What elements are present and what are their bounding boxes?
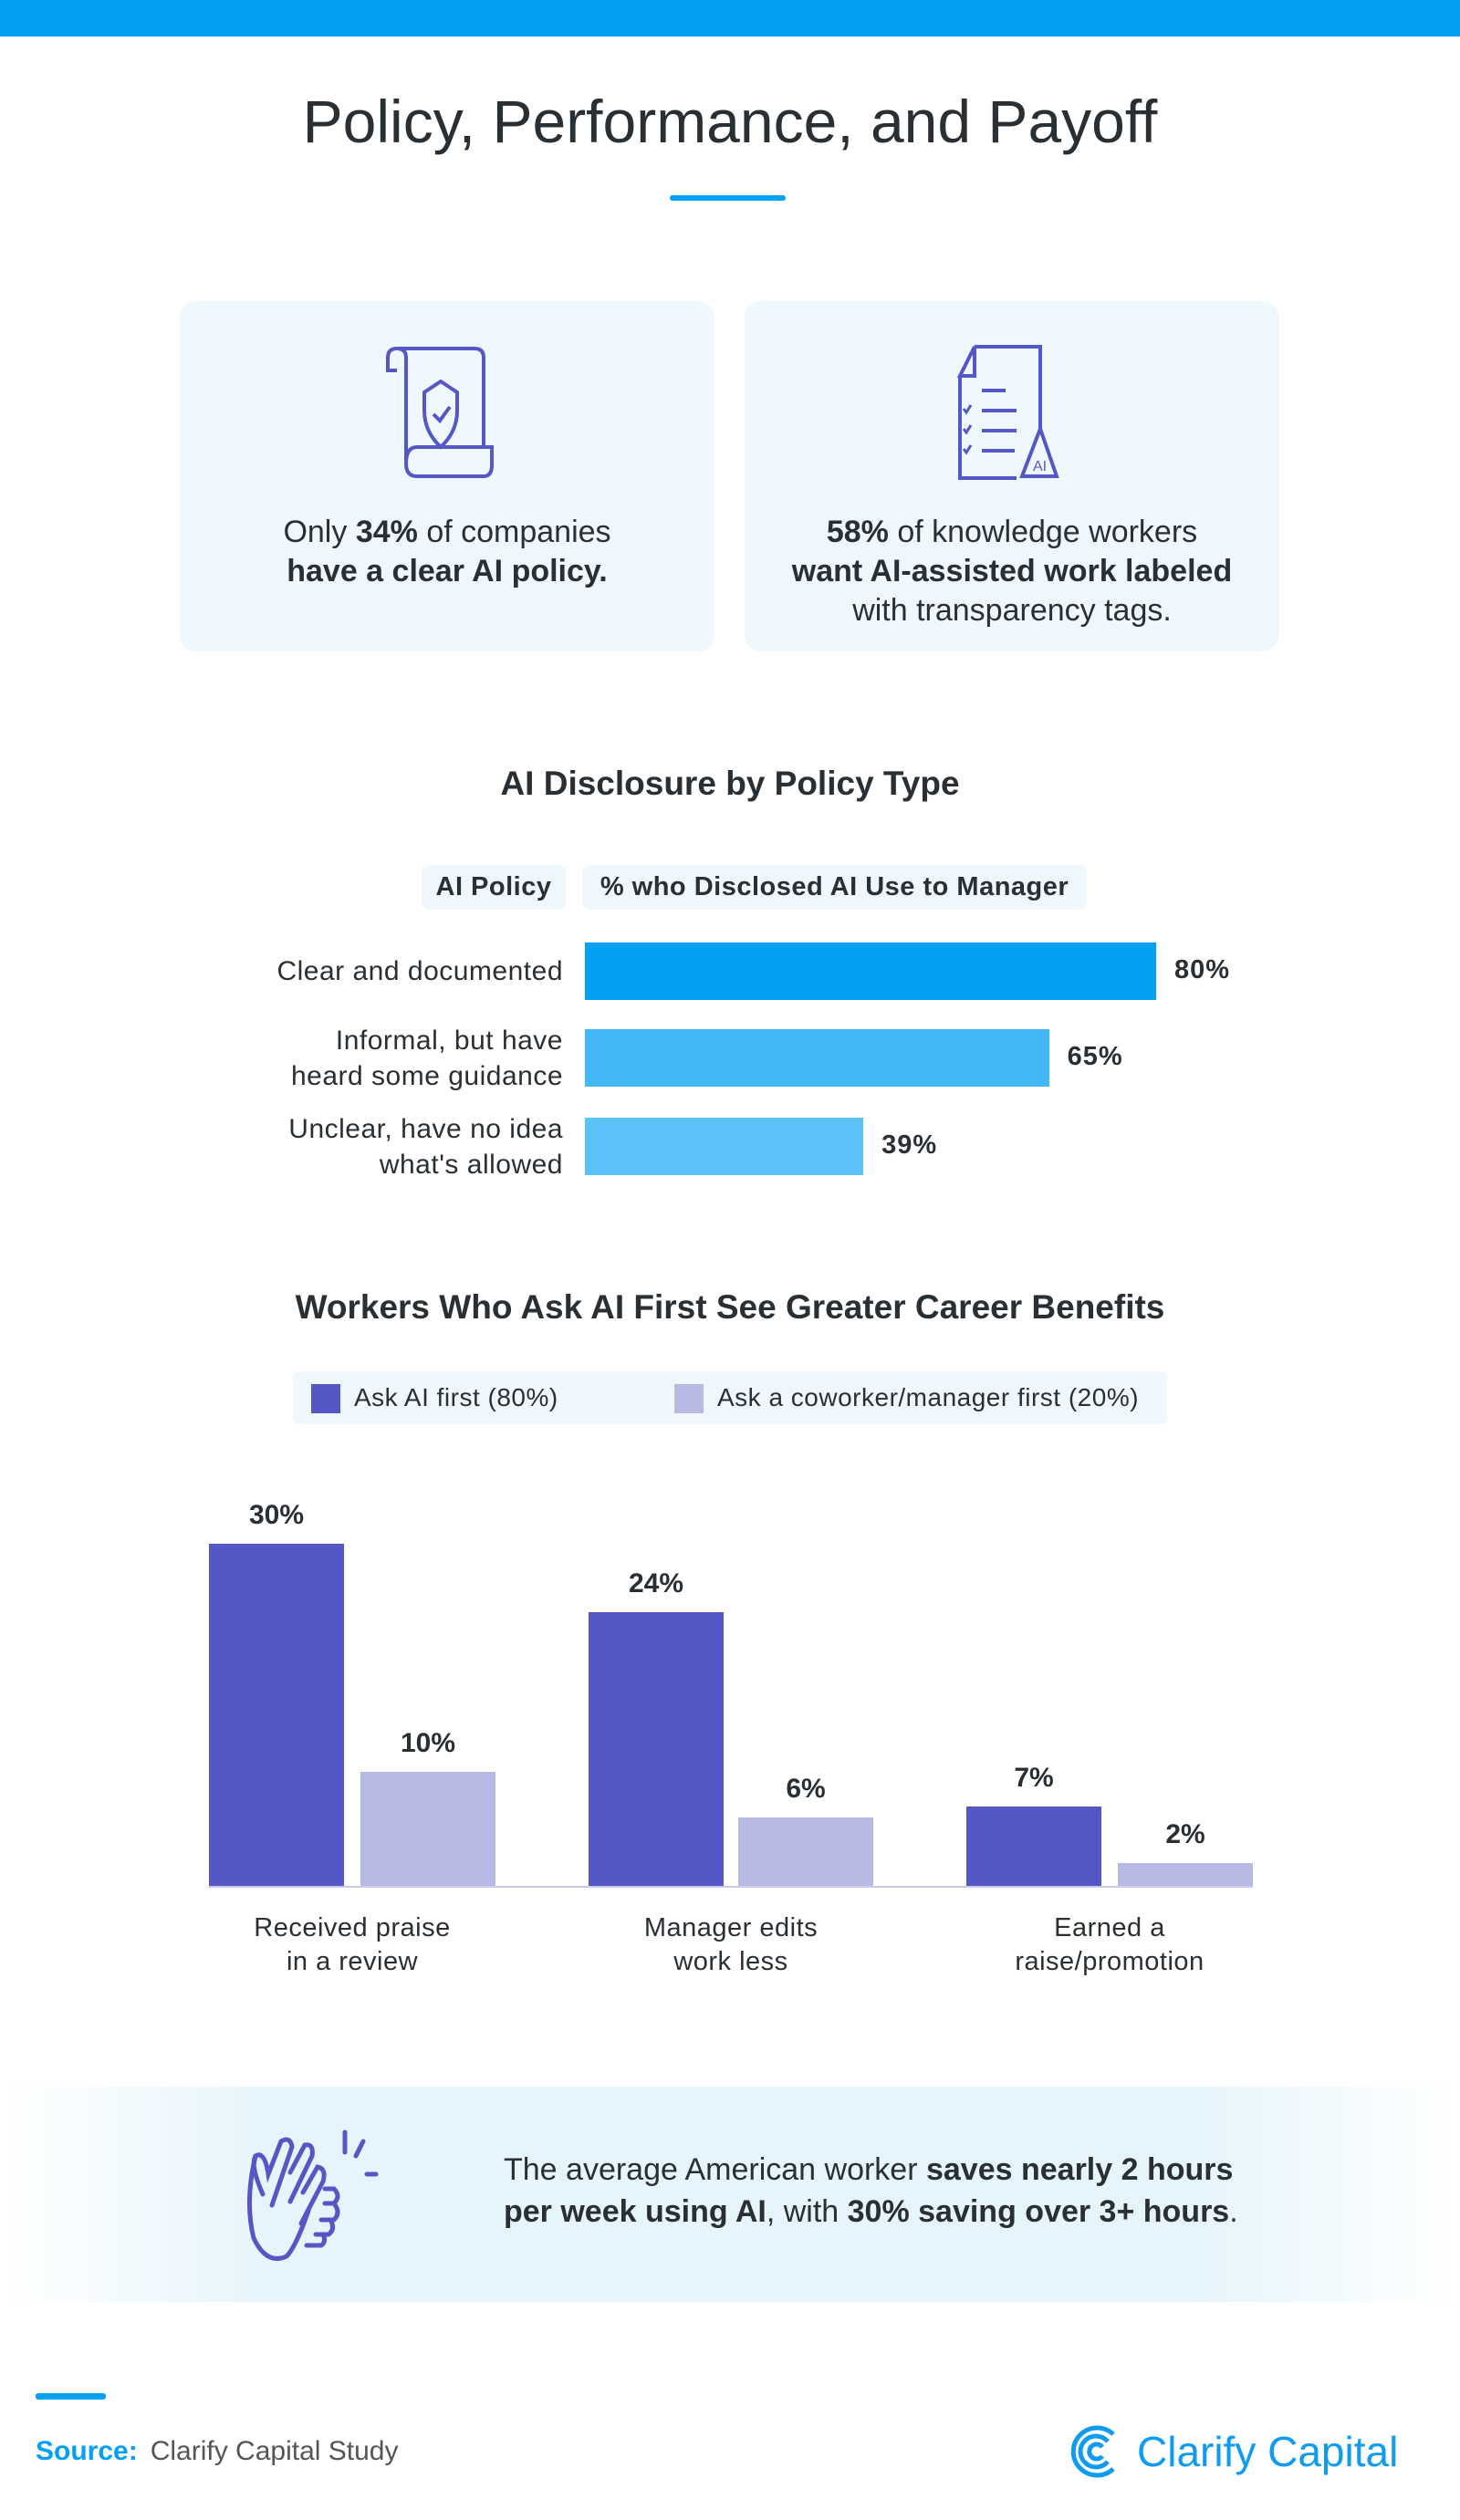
bar-1 xyxy=(585,1029,1049,1087)
svg-text:AI: AI xyxy=(1033,459,1047,474)
category-label-line: what's allowed xyxy=(379,1149,563,1180)
bar-1-0 xyxy=(589,1612,724,1886)
category-label-line: work less xyxy=(673,1947,788,1976)
clarify-capital-logo[interactable]: Clarify Capital xyxy=(1068,2423,1398,2480)
category-label-0: Clear and documented xyxy=(276,953,563,989)
category-label-line: Unclear, have no idea xyxy=(288,1113,563,1144)
category-label-line: Manager edits xyxy=(643,1913,819,1942)
chart2-legend: Ask AI first (80%) Ask a coworker/manage… xyxy=(293,1371,1167,1424)
value-label-1: 65% xyxy=(1067,1042,1123,1071)
category-label-1: Manager edits work less xyxy=(567,1911,895,1979)
category-label-1: Informal, but have heard some guidance xyxy=(291,1023,563,1094)
clarify-capital-logo-icon xyxy=(1070,2425,1115,2478)
bar-0 xyxy=(585,942,1156,1000)
chart1-header-category: AI Policy xyxy=(422,865,566,910)
time-savings-text: The average American worker saves nearly… xyxy=(504,2152,1238,2229)
time-savings-banner xyxy=(0,2087,1460,2302)
value-label-0: 80% xyxy=(1174,955,1231,984)
baseline xyxy=(209,1886,1253,1888)
bar-0-1 xyxy=(360,1772,495,1886)
value-label-2-0: 7% xyxy=(1014,1762,1054,1793)
bar-1-1 xyxy=(738,1817,873,1886)
source-divider xyxy=(36,2393,106,2400)
category-label-2: Earned a raise/promotion xyxy=(945,1911,1274,1979)
legend-label-ask-coworker: Ask a coworker/manager first (20%) xyxy=(717,1383,1140,1411)
title-divider xyxy=(670,195,786,201)
stat-card-labeling: AI 58% of knowledge workers want AI-assis… xyxy=(745,301,1279,651)
clapping-hands-icon xyxy=(247,2130,379,2261)
category-label-line: Informal, but have xyxy=(335,1025,563,1056)
category-label-line: in a review xyxy=(286,1947,419,1976)
stat-text: Only 34% of companies have a clear AI pol… xyxy=(283,515,611,588)
legend-label-ask-ai: Ask AI first (80%) xyxy=(354,1383,558,1411)
value-label-2: 39% xyxy=(881,1130,938,1160)
policy-scroll-shield-icon xyxy=(386,347,494,478)
chart2-title: Workers Who Ask AI First See Greater Car… xyxy=(295,1288,1165,1326)
category-label-line: Earned a xyxy=(1054,1913,1165,1942)
value-label-1-0: 24% xyxy=(628,1568,684,1598)
page-title: Policy, Performance, and Payoff xyxy=(302,88,1158,155)
bar-2 xyxy=(585,1118,864,1175)
category-label-line: Clear and documented xyxy=(276,956,563,986)
category-label-line: Received praise xyxy=(254,1913,451,1942)
logo-text: Clarify Capital xyxy=(1137,2428,1399,2475)
chart1-header-value: % who Disclosed AI Use to Manager xyxy=(582,865,1087,910)
category-label-2: Unclear, have no idea what's allowed xyxy=(288,1111,563,1182)
category-label-line: raise/promotion xyxy=(1015,1947,1204,1976)
bar-0-0 xyxy=(209,1544,344,1886)
checklist-document-ai-warning-icon: AI xyxy=(956,345,1059,480)
stat-text: 58% of knowledge workers want AI-assisted… xyxy=(791,515,1233,628)
category-label-line: heard some guidance xyxy=(290,1060,563,1091)
category-label-0: Received praise in a review xyxy=(188,1911,516,1979)
legend-swatch-ask-coworker xyxy=(674,1384,704,1413)
source-citation: Source: Clarify Capital Study xyxy=(36,2436,399,2466)
top-accent-bar xyxy=(0,0,1460,36)
bar-2-1 xyxy=(1118,1863,1253,1886)
legend-swatch-ask-ai xyxy=(311,1384,340,1413)
chart1-title: AI Disclosure by Policy Type xyxy=(500,765,960,802)
value-label-2-1: 2% xyxy=(1165,1819,1205,1849)
bar-2-0 xyxy=(966,1806,1101,1886)
stat-card-policy: Only 34% of companies have a clear AI pol… xyxy=(180,301,714,651)
value-label-1-1: 6% xyxy=(786,1774,826,1804)
value-label-0-0: 30% xyxy=(248,1500,305,1530)
value-label-0-1: 10% xyxy=(400,1728,456,1758)
